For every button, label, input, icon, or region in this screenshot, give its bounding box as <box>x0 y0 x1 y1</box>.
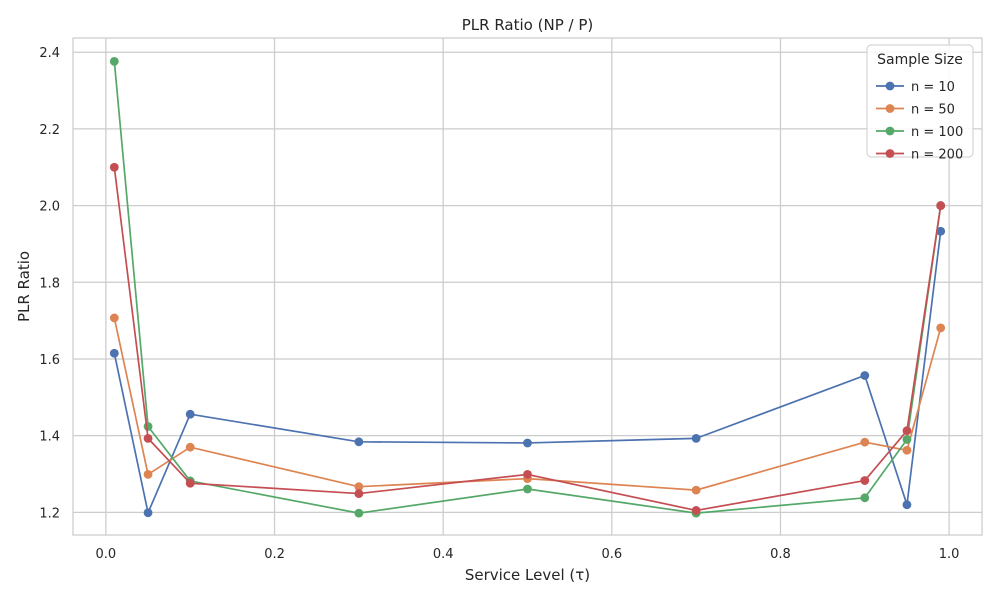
series-n10 <box>109 226 946 518</box>
x-axis-label: Service Level (τ) <box>465 566 590 584</box>
y-tick-label: 2.4 <box>39 46 60 61</box>
x-tick-labels: 0.0 0.2 0.4 0.6 0.8 1.0 <box>96 547 960 562</box>
legend-marker <box>885 104 895 113</box>
data-point <box>143 508 153 518</box>
legend-entry: n = 200 <box>876 148 963 163</box>
data-point <box>936 201 946 210</box>
data-point <box>902 445 912 455</box>
x-tick-label: 0.6 <box>601 547 622 562</box>
data-point <box>523 470 532 479</box>
legend-label: n = 50 <box>911 103 955 118</box>
data-point <box>691 506 701 515</box>
data-point <box>860 437 870 447</box>
data-point <box>185 409 195 419</box>
data-point <box>143 433 153 443</box>
data-point <box>109 162 119 172</box>
legend: Sample Size n = 10 n = 50 n = 100 n = 200 <box>866 44 974 163</box>
chart-title: PLR Ratio (NP / P) <box>462 16 593 34</box>
x-tick-label: 0.8 <box>770 547 791 562</box>
data-point <box>860 371 870 380</box>
data-point <box>902 435 912 444</box>
legend-label: n = 10 <box>911 80 955 95</box>
x-tick-label: 0.4 <box>433 547 454 562</box>
data-point <box>354 489 364 498</box>
data-point <box>860 476 870 485</box>
x-tick-label: 0.2 <box>264 547 285 562</box>
legend-marker <box>885 126 895 136</box>
y-tick-labels: 1.2 1.4 1.6 1.8 2.0 2.2 2.4 <box>39 46 60 521</box>
data-point <box>109 313 119 323</box>
x-tick-label: 1.0 <box>939 547 960 562</box>
data-point <box>936 226 946 236</box>
data-point <box>691 485 701 495</box>
data-point <box>523 484 532 494</box>
y-tick-label: 1.8 <box>39 276 60 291</box>
y-axis-label: PLR Ratio <box>15 251 33 322</box>
legend-marker <box>885 149 895 158</box>
data-point <box>354 482 364 492</box>
data-point <box>523 438 532 448</box>
data-point <box>354 437 364 447</box>
grid <box>73 38 982 535</box>
legend-title: Sample Size <box>877 52 963 68</box>
y-tick-label: 1.4 <box>39 430 60 445</box>
data-point <box>902 500 912 510</box>
legend-marker <box>885 81 895 91</box>
data-point <box>185 478 195 488</box>
data-point <box>691 433 701 443</box>
data-point <box>109 348 119 358</box>
data-point <box>902 426 912 436</box>
data-point <box>109 56 119 66</box>
y-tick-label: 2.0 <box>39 200 60 215</box>
data-point <box>143 470 153 479</box>
data-point <box>936 323 946 333</box>
series-layer <box>109 56 946 518</box>
plot-frame <box>72 37 983 536</box>
data-point <box>860 493 870 503</box>
legend-entry: n = 10 <box>876 80 955 95</box>
legend-entry: n = 100 <box>876 125 963 140</box>
legend-entry: n = 50 <box>876 103 955 118</box>
legend-label: n = 200 <box>911 148 963 163</box>
series-n200 <box>109 162 946 515</box>
data-point <box>143 422 153 431</box>
y-tick-label: 1.6 <box>39 353 60 368</box>
data-point <box>354 508 364 518</box>
x-tick-label: 0.0 <box>96 547 117 562</box>
y-tick-label: 2.2 <box>39 123 60 138</box>
data-point <box>185 442 195 452</box>
legend-label: n = 100 <box>911 125 963 140</box>
y-tick-label: 1.2 <box>39 506 60 521</box>
